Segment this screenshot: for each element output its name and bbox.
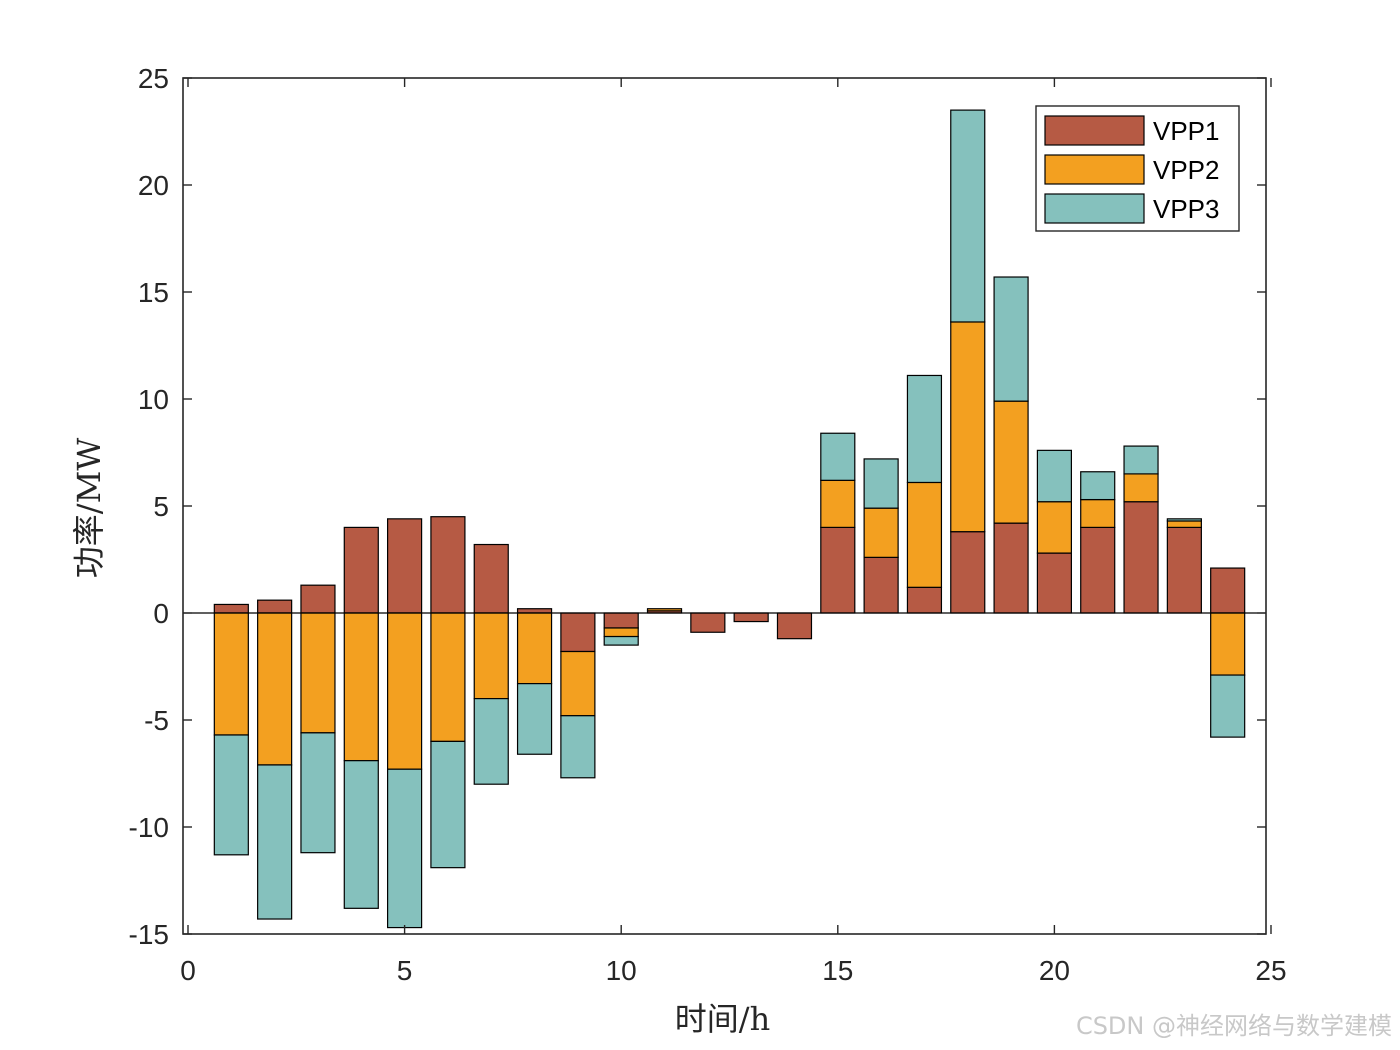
x-tick-label: 5 bbox=[397, 955, 413, 986]
y-tick-label: 5 bbox=[153, 491, 169, 522]
x-tick-label: 25 bbox=[1255, 955, 1286, 986]
bar-vpp1-h16 bbox=[863, 556, 899, 614]
ticks-group bbox=[183, 77, 1272, 935]
bar-vpp2-h7 bbox=[473, 612, 509, 700]
x-tick-label: 10 bbox=[606, 955, 637, 986]
y-tick-label: 15 bbox=[138, 277, 169, 308]
bar-vpp2-h19 bbox=[993, 400, 1029, 524]
bar-vpp3-h8 bbox=[516, 683, 553, 755]
x-tick-label: 15 bbox=[822, 955, 853, 986]
bar-vpp1-h1 bbox=[213, 603, 249, 614]
legend-swatch-vpp1 bbox=[1044, 115, 1145, 146]
bar-vpp3-h4 bbox=[343, 760, 379, 909]
bar-vpp2-h15 bbox=[820, 479, 856, 529]
y-tick-label: -10 bbox=[129, 812, 169, 843]
watermark: CSDN @神经网络与数学建模 bbox=[1076, 1012, 1392, 1040]
bar-vpp2-h24 bbox=[1210, 612, 1246, 676]
bar-vpp2-h23 bbox=[1166, 520, 1202, 528]
bar-vpp2-h4 bbox=[343, 612, 379, 762]
bar-vpp2-h10 bbox=[603, 627, 639, 638]
legend-label-vpp3: VPP3 bbox=[1153, 194, 1220, 224]
bar-vpp1-h9 bbox=[560, 612, 596, 653]
y-axis-title: 功率/MW bbox=[70, 438, 108, 579]
bar-vpp3-h17 bbox=[906, 374, 943, 484]
x-tick-label: 20 bbox=[1039, 955, 1070, 986]
bar-vpp2-h16 bbox=[863, 507, 899, 558]
bar-vpp1-h13 bbox=[733, 612, 769, 623]
bar-vpp1-h23 bbox=[1166, 526, 1202, 614]
bar-vpp1-h8 bbox=[516, 608, 553, 614]
bar-vpp1-h6 bbox=[430, 516, 466, 614]
bar-vpp1-h18 bbox=[950, 531, 986, 614]
bar-vpp3-h24 bbox=[1210, 674, 1246, 738]
bar-vpp1-h12 bbox=[690, 612, 726, 633]
bar-vpp1-h17 bbox=[906, 586, 943, 614]
y-tick-label: -15 bbox=[129, 919, 169, 950]
bar-vpp3-h9 bbox=[560, 715, 596, 779]
bar-vpp1-h20 bbox=[1036, 552, 1073, 614]
bar-vpp3-h3 bbox=[300, 732, 336, 854]
bar-vpp3-h20 bbox=[1036, 449, 1073, 503]
legend-swatch-vpp2 bbox=[1044, 154, 1145, 185]
bar-vpp1-h4 bbox=[343, 526, 379, 614]
bar-vpp2-h21 bbox=[1080, 498, 1116, 528]
bar-vpp2-h2 bbox=[257, 612, 293, 766]
legend-label-vpp1: VPP1 bbox=[1153, 116, 1220, 146]
bar-vpp2-h22 bbox=[1123, 473, 1159, 503]
x-tick-label: 0 bbox=[180, 955, 196, 986]
legend: VPP1 VPP2 VPP3 bbox=[1035, 105, 1240, 232]
bar-vpp3-h23 bbox=[1166, 518, 1202, 522]
bar-vpp2-h5 bbox=[387, 612, 423, 770]
bar-vpp2-h17 bbox=[906, 481, 943, 588]
bar-vpp3-h6 bbox=[430, 740, 466, 869]
legend-swatch-vpp3 bbox=[1044, 193, 1145, 224]
y-tick-label: 25 bbox=[138, 63, 169, 94]
bar-vpp1-h5 bbox=[387, 518, 423, 614]
bar-vpp2-h18 bbox=[950, 321, 986, 533]
bar-vpp1-h14 bbox=[776, 612, 813, 640]
bar-vpp3-h19 bbox=[993, 276, 1029, 402]
x-axis-title: 时间/h bbox=[675, 1000, 770, 1038]
bar-vpp1-h21 bbox=[1080, 526, 1116, 614]
bar-vpp2-h9 bbox=[560, 650, 596, 717]
bar-vpp3-h15 bbox=[820, 432, 856, 481]
bar-vpp2-h3 bbox=[300, 612, 336, 734]
bar-vpp3-h7 bbox=[473, 697, 509, 785]
bar-vpp3-h21 bbox=[1080, 471, 1116, 501]
bar-vpp3-h5 bbox=[387, 768, 423, 929]
bar-vpp2-h20 bbox=[1036, 501, 1073, 554]
bar-vpp3-h18 bbox=[950, 109, 986, 323]
y-tick-label: 20 bbox=[138, 170, 169, 201]
bar-vpp1-h19 bbox=[993, 522, 1029, 614]
bar-vpp1-h22 bbox=[1123, 501, 1159, 614]
bar-vpp3-h1 bbox=[213, 734, 249, 856]
bar-vpp1-h24 bbox=[1210, 567, 1246, 614]
bars-group bbox=[213, 109, 1246, 929]
y-tick-label: 10 bbox=[138, 384, 169, 415]
bar-vpp1-h10 bbox=[603, 612, 639, 629]
bar-vpp3-h22 bbox=[1123, 445, 1159, 475]
bar-vpp1-h2 bbox=[257, 599, 293, 614]
bar-vpp1-h7 bbox=[473, 543, 509, 614]
legend-label-vpp2: VPP2 bbox=[1153, 155, 1220, 185]
y-tick-label: 0 bbox=[153, 598, 169, 629]
bar-vpp2-h11 bbox=[646, 608, 683, 612]
bar-vpp1-h15 bbox=[820, 526, 856, 614]
bar-vpp3-h16 bbox=[863, 458, 899, 509]
bar-vpp3-h10 bbox=[603, 635, 639, 646]
bar-vpp2-h1 bbox=[213, 612, 249, 736]
bar-vpp3-h2 bbox=[257, 764, 293, 920]
bar-vpp1-h3 bbox=[300, 584, 336, 614]
bar-vpp2-h6 bbox=[430, 612, 466, 742]
tick-labels-group: 0 5 10 15 20 25 25 20 15 10 5 0 -5 -10 -15 bbox=[129, 63, 1287, 986]
y-tick-label: -5 bbox=[144, 705, 169, 736]
bar-vpp2-h8 bbox=[516, 612, 553, 685]
